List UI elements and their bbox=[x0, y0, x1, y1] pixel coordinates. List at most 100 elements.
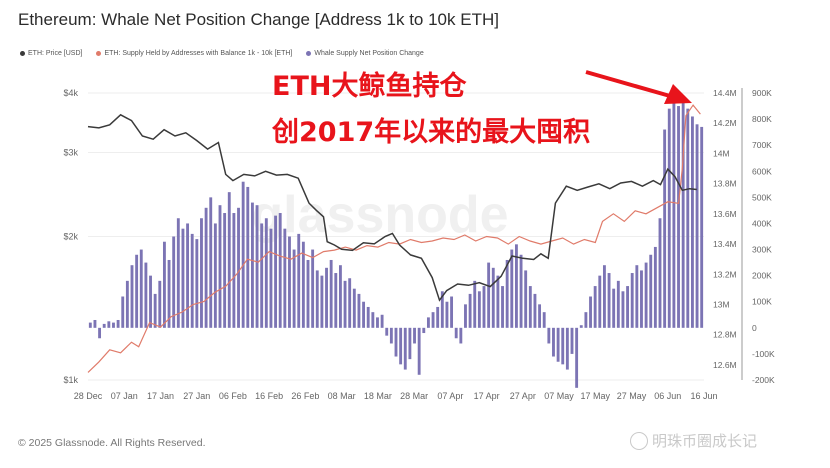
net-change-bar bbox=[98, 327, 102, 339]
net-change-bar bbox=[464, 304, 467, 328]
right-axis-supply-tick-label: 13.4M bbox=[713, 239, 737, 249]
left-axis-tick-label: $1k bbox=[63, 375, 78, 385]
net-change-bar bbox=[116, 319, 120, 328]
right-axis-net-change-tick-label: 100K bbox=[752, 297, 772, 307]
net-change-bar bbox=[200, 218, 203, 328]
net-change-bar bbox=[677, 106, 680, 328]
net-change-bar bbox=[366, 306, 370, 328]
x-axis-tick-label: 27 Apr bbox=[510, 391, 536, 401]
wechat-icon bbox=[630, 431, 648, 450]
net-change-bar bbox=[227, 192, 231, 328]
right-axis-net-change-tick-label: 0 bbox=[752, 323, 757, 333]
net-change-bar bbox=[343, 280, 347, 328]
net-change-bar bbox=[454, 327, 458, 339]
net-change-bar bbox=[352, 288, 356, 328]
net-change-bar bbox=[241, 181, 245, 328]
net-change-bar bbox=[626, 286, 630, 328]
chart-legend: ETH: Price [USD] ETH: Supply Held by Add… bbox=[20, 50, 424, 57]
legend-item-price[interactable]: ETH: Price [USD] bbox=[20, 50, 82, 57]
net-change-bar bbox=[329, 259, 333, 328]
x-axis-tick-label: 16 Feb bbox=[255, 391, 283, 401]
net-change-bar bbox=[334, 273, 338, 328]
net-change-bar bbox=[695, 124, 699, 328]
net-change-bar bbox=[130, 265, 134, 328]
x-axis-tick-label: 17 Apr bbox=[474, 391, 500, 401]
net-change-bar bbox=[311, 249, 315, 328]
legend-item-net-change[interactable]: Whale Supply Net Position Change bbox=[306, 50, 424, 57]
net-change-bar bbox=[176, 218, 180, 328]
net-change-bar bbox=[153, 293, 157, 328]
net-change-bar bbox=[589, 296, 592, 328]
net-change-bar bbox=[385, 327, 389, 336]
net-change-bar bbox=[630, 273, 634, 328]
net-change-bar bbox=[575, 327, 579, 388]
right-axis-supply-tick-label: 14M bbox=[713, 148, 730, 158]
net-change-bar bbox=[450, 296, 454, 328]
supply-line bbox=[87, 104, 701, 373]
net-change-bar bbox=[306, 259, 310, 328]
net-change-bar bbox=[255, 205, 259, 328]
net-change-bar bbox=[297, 233, 301, 328]
net-change-bar bbox=[524, 270, 528, 328]
net-change-bar bbox=[246, 186, 250, 328]
annotation-arrow-icon bbox=[585, 70, 692, 104]
x-axis-tick-label: 17 Jan bbox=[147, 391, 174, 401]
right-axis-supply-tick-label: 13.2M bbox=[713, 269, 737, 279]
net-change-bar bbox=[445, 301, 449, 328]
net-change-bar bbox=[663, 129, 667, 328]
net-change-bar bbox=[482, 286, 486, 328]
x-axis-tick-label: 06 Feb bbox=[219, 391, 247, 401]
net-change-bar bbox=[640, 270, 643, 328]
x-axis-tick-label: 18 Mar bbox=[364, 391, 392, 401]
net-change-bar bbox=[579, 325, 583, 328]
price-line bbox=[87, 113, 697, 302]
net-change-bar bbox=[102, 323, 106, 328]
net-change-bar bbox=[477, 291, 481, 328]
right-axis-net-change-tick-label: 600K bbox=[752, 166, 772, 176]
net-change-bar bbox=[653, 246, 657, 328]
net-change-bar bbox=[644, 262, 648, 328]
net-change-bar bbox=[274, 215, 278, 328]
x-axis-tick-label: 27 May bbox=[617, 391, 647, 401]
net-change-bar bbox=[250, 202, 254, 328]
net-change-bar bbox=[394, 327, 398, 357]
annotation-line-1: ETH大鲸鱼持仓 bbox=[272, 71, 467, 102]
net-change-bars bbox=[88, 100, 704, 388]
x-axis-tick-label: 17 May bbox=[581, 391, 611, 401]
net-change-bar bbox=[371, 312, 375, 328]
net-change-bar bbox=[473, 280, 477, 328]
legend-item-supply[interactable]: ETH: Supply Held by Addresses with Balan… bbox=[96, 50, 292, 57]
net-change-bar bbox=[389, 327, 393, 344]
net-change-bar bbox=[362, 301, 366, 328]
right-axis-supply: 12.6M 12.8M 13M 13.2M 13.4M 13.6M 13.8M 14M 14.2… bbox=[713, 88, 737, 370]
net-change-bar bbox=[223, 213, 227, 328]
net-change-bar bbox=[88, 322, 92, 328]
left-axis-tick-label: $3k bbox=[63, 148, 78, 158]
net-change-bar bbox=[649, 254, 653, 328]
net-change-bar bbox=[514, 244, 518, 328]
net-change-bar bbox=[144, 262, 148, 328]
net-change-bar bbox=[232, 213, 236, 328]
footer-watermark-text: 明珠币圈成长记 bbox=[652, 433, 758, 450]
net-change-bar bbox=[547, 327, 551, 344]
net-change-bar bbox=[320, 275, 324, 328]
net-change-bar bbox=[635, 265, 639, 328]
net-change-bar bbox=[213, 223, 217, 328]
net-change-bar bbox=[380, 314, 384, 328]
net-change-bar bbox=[186, 223, 190, 328]
right-axis-net-change-tick-label: 200K bbox=[752, 271, 772, 281]
net-change-bar bbox=[510, 249, 514, 328]
net-change-bar bbox=[325, 267, 328, 328]
right-axis-supply-tick-label: 13.6M bbox=[713, 209, 737, 219]
net-change-bar bbox=[301, 241, 305, 328]
net-change-bar bbox=[149, 275, 152, 328]
net-change-bar bbox=[593, 286, 597, 328]
net-change-bar bbox=[672, 103, 676, 328]
net-change-bar bbox=[413, 327, 416, 344]
net-change-bar bbox=[565, 327, 569, 370]
net-change-bar bbox=[686, 108, 690, 328]
net-change-bar bbox=[135, 254, 139, 328]
net-change-bar bbox=[607, 273, 611, 328]
net-change-bar bbox=[288, 236, 291, 328]
net-change-bar bbox=[172, 236, 176, 328]
